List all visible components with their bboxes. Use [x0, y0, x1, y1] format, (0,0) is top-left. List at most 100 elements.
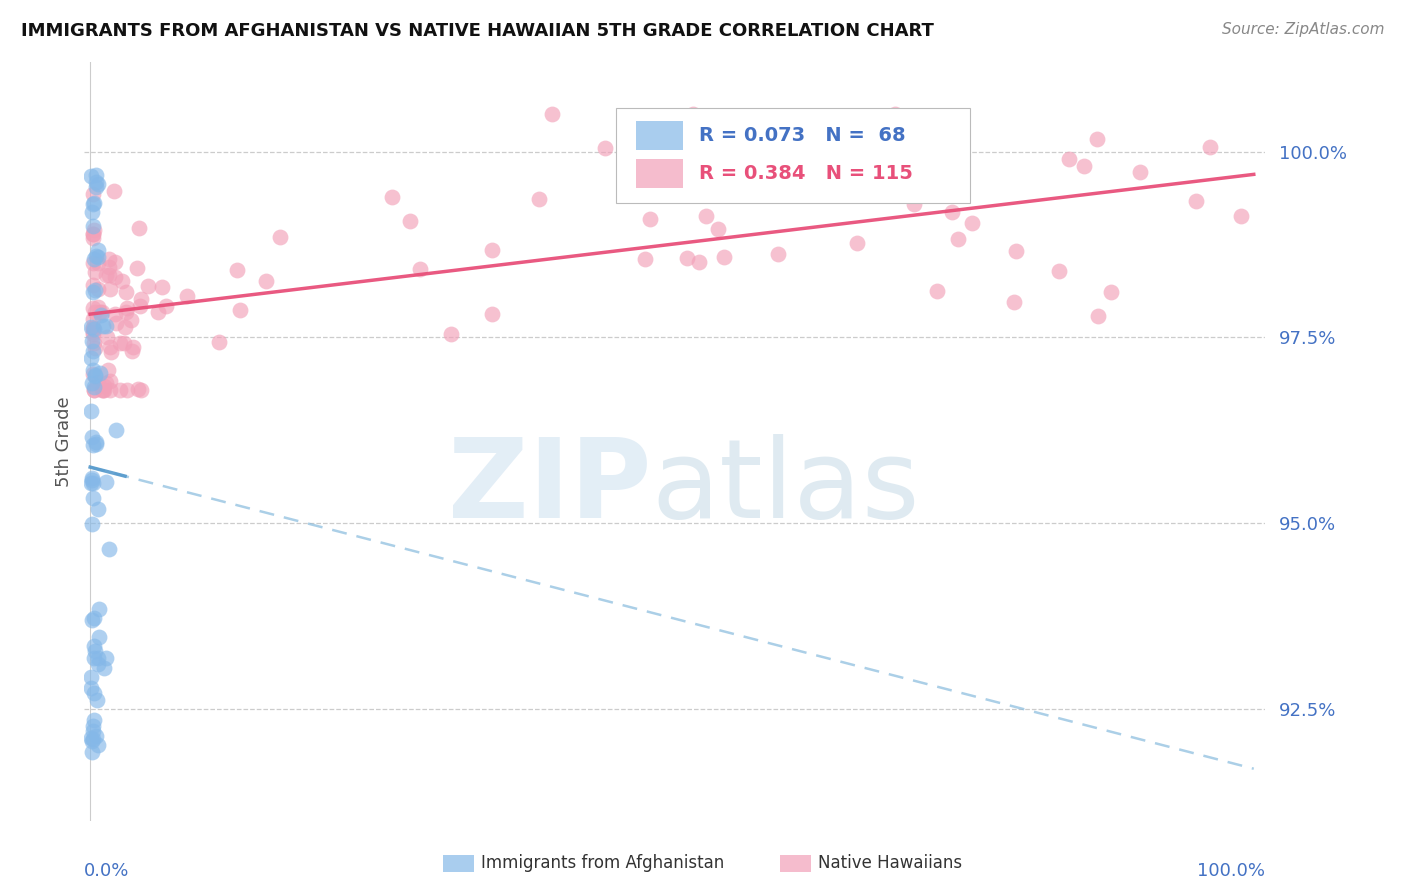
Point: [82, 197, 104, 211]
Point: [682, 107, 704, 121]
Point: [129, 299, 152, 313]
Point: [87, 282, 110, 296]
Point: [117, 301, 139, 315]
Point: [770, 146, 793, 161]
Point: [98, 340, 121, 354]
Point: [83, 195, 105, 210]
Point: [82, 719, 104, 733]
FancyBboxPatch shape: [636, 120, 683, 150]
Point: [93, 379, 115, 393]
Point: [155, 299, 177, 313]
Point: [91, 383, 114, 397]
Point: [84, 249, 107, 263]
Text: R = 0.384   N = 115: R = 0.384 N = 115: [699, 163, 912, 183]
Point: [94, 319, 117, 334]
Point: [707, 221, 730, 235]
Point: [82, 430, 104, 444]
Text: ZIP: ZIP: [449, 434, 651, 541]
Text: Immigrants from Afghanistan: Immigrants from Afghanistan: [481, 855, 724, 872]
Point: [82, 321, 104, 335]
FancyBboxPatch shape: [636, 159, 683, 187]
Text: 0.0%: 0.0%: [84, 863, 129, 880]
Point: [89, 305, 111, 319]
Point: [104, 255, 127, 269]
Point: [82, 367, 104, 381]
Point: [82, 723, 104, 738]
Point: [83, 222, 105, 236]
Point: [884, 107, 907, 121]
Point: [128, 221, 150, 235]
Point: [87, 376, 110, 390]
Point: [86, 180, 108, 194]
Point: [86, 729, 108, 743]
Point: [80, 403, 103, 417]
Point: [713, 250, 735, 264]
Point: [97, 362, 120, 376]
Point: [695, 209, 717, 223]
Point: [87, 502, 110, 516]
Point: [928, 173, 950, 187]
Point: [80, 681, 103, 696]
Point: [96, 651, 118, 665]
Point: [541, 107, 564, 121]
Point: [845, 235, 868, 250]
Point: [104, 270, 127, 285]
Point: [1057, 152, 1080, 166]
Point: [94, 475, 117, 489]
Point: [83, 380, 105, 394]
Point: [90, 305, 112, 319]
Point: [94, 376, 117, 390]
Point: [108, 335, 131, 350]
Point: [87, 651, 110, 665]
Point: [1002, 295, 1025, 310]
Point: [706, 125, 728, 139]
Point: [1073, 159, 1095, 173]
Point: [84, 265, 107, 279]
Point: [91, 319, 114, 334]
Point: [96, 330, 118, 344]
Text: atlas: atlas: [651, 434, 920, 541]
Point: [87, 602, 110, 616]
Point: [83, 321, 105, 335]
Point: [82, 255, 104, 269]
Point: [82, 363, 104, 377]
Point: [98, 374, 121, 388]
Point: [121, 344, 143, 359]
Point: [82, 473, 104, 487]
Point: [83, 610, 105, 624]
Point: [176, 288, 198, 302]
Point: [638, 212, 661, 227]
Point: [941, 204, 963, 219]
Point: [82, 326, 104, 341]
Point: [83, 383, 105, 397]
Point: [398, 214, 420, 228]
Point: [84, 168, 107, 182]
Point: [83, 685, 105, 699]
Point: [87, 300, 110, 314]
Point: [82, 227, 104, 241]
Point: [120, 313, 142, 327]
Point: [90, 383, 112, 397]
Point: [1085, 131, 1108, 145]
Point: [82, 491, 104, 506]
Point: [86, 693, 108, 707]
Point: [80, 205, 103, 219]
Point: [83, 283, 105, 297]
Point: [87, 256, 110, 270]
Point: [87, 177, 110, 191]
Point: [105, 316, 128, 330]
Point: [150, 280, 173, 294]
Point: [83, 368, 105, 383]
Point: [1099, 285, 1122, 300]
Point: [105, 423, 128, 437]
Point: [87, 250, 110, 264]
Point: [768, 247, 790, 261]
Point: [112, 335, 135, 350]
Point: [946, 232, 969, 246]
Text: Native Hawaiians: Native Hawaiians: [818, 855, 963, 872]
Point: [87, 738, 110, 752]
Point: [82, 731, 104, 746]
Point: [226, 263, 249, 277]
Point: [527, 192, 550, 206]
Point: [129, 383, 152, 397]
